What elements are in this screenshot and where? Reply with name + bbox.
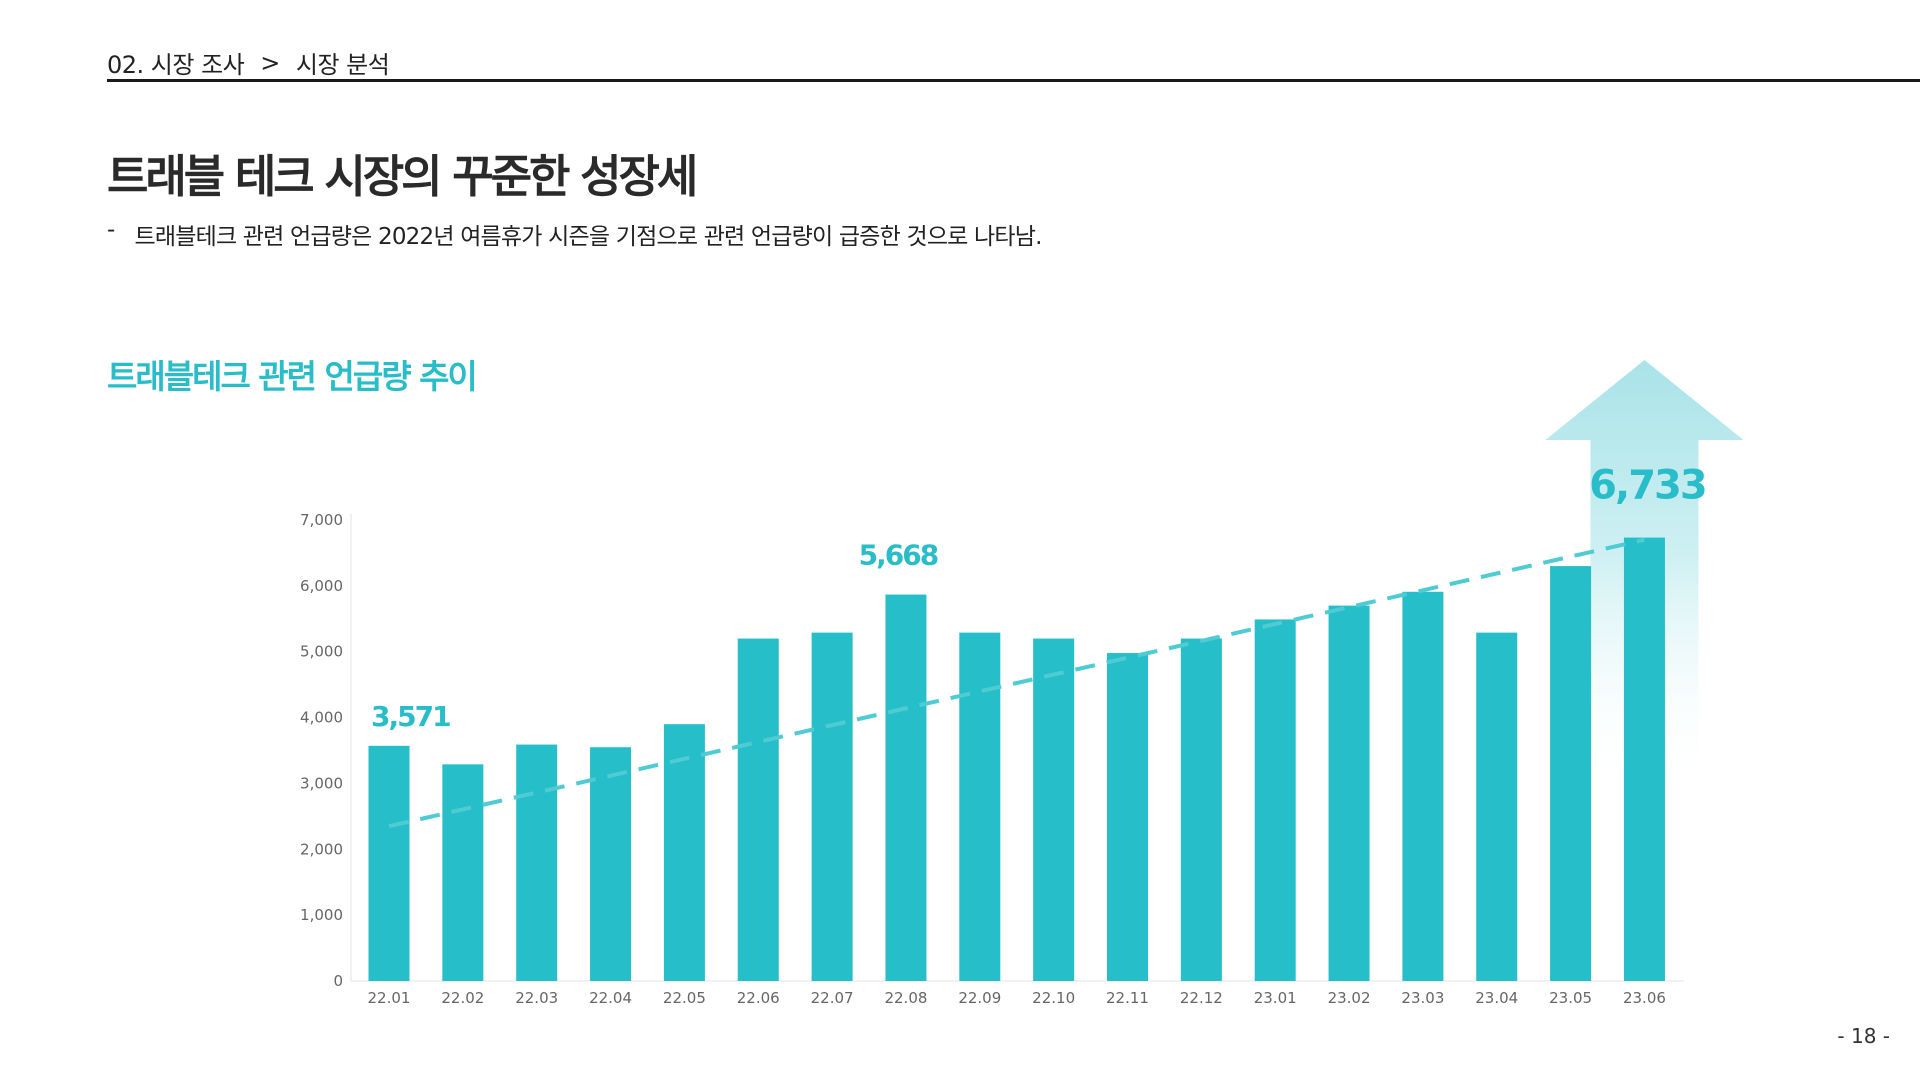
x-tick-label: 22.09	[958, 989, 1001, 1007]
data-label: 6,733	[1589, 463, 1706, 509]
breadcrumb: 02. 시장 조사 > 시장 분석	[107, 45, 390, 80]
bar	[737, 638, 779, 981]
breadcrumb-page: 시장 분석	[295, 51, 390, 79]
header-divider	[107, 79, 1920, 82]
x-tick-label: 22.08	[884, 989, 927, 1007]
subtitle-bullet: -	[107, 217, 115, 243]
x-tick-label: 22.01	[368, 989, 411, 1007]
x-tick-label: 23.02	[1328, 989, 1371, 1007]
bar	[1550, 566, 1592, 981]
x-tick-label: 22.06	[737, 989, 780, 1007]
x-tick-label: 22.12	[1180, 989, 1223, 1007]
x-tick-label: 23.04	[1475, 989, 1518, 1007]
x-tick-label: 22.04	[589, 989, 632, 1007]
x-tick-label: 23.05	[1549, 989, 1592, 1007]
x-tick-label: 22.03	[515, 989, 558, 1007]
bar	[1107, 653, 1148, 981]
bar	[516, 744, 558, 981]
subtitle-text: 트래블테크 관련 언급량은 2022년 여름휴가 시즌을 기점으로 관련 언급량…	[134, 224, 1043, 250]
bar	[1254, 619, 1296, 981]
data-label: 3,571	[371, 700, 450, 733]
y-tick-label: 5,000	[300, 643, 343, 661]
x-tick-label: 22.07	[811, 989, 854, 1007]
bar	[1402, 591, 1444, 981]
bar	[1623, 537, 1665, 981]
y-tick-label: 0	[333, 972, 343, 990]
bar	[811, 632, 853, 981]
bar	[1033, 638, 1075, 981]
y-tick-label: 4,000	[300, 709, 343, 727]
bar	[1476, 632, 1518, 981]
data-label: 5,668	[859, 539, 938, 572]
y-tick-label: 3,000	[300, 774, 343, 792]
page-title: 트래블 테크 시장의 꾸준한 성장세	[107, 150, 698, 203]
x-tick-label: 23.03	[1401, 989, 1444, 1007]
y-tick-label: 1,000	[300, 906, 343, 924]
breadcrumb-section: 02. 시장 조사	[107, 51, 245, 79]
bar	[1180, 638, 1222, 981]
chart-section-title: 트래블테크 관련 언급량 추이	[107, 357, 478, 396]
bar	[885, 594, 927, 981]
x-tick-label: 22.11	[1106, 989, 1149, 1007]
trend-line	[388, 537, 1645, 829]
page-number: - 18 -	[1837, 1024, 1890, 1048]
y-tick-label: 7,000	[300, 511, 343, 529]
bar	[368, 745, 410, 981]
x-tick-label: 22.02	[441, 989, 484, 1007]
page-subtitle: - 트래블테크 관련 언급량은 2022년 여름휴가 시즌을 기점으로 관련 언…	[107, 217, 1042, 251]
bar	[663, 724, 705, 981]
bar	[590, 747, 632, 981]
y-tick-label: 6,000	[300, 577, 343, 595]
x-tick-label: 22.05	[663, 989, 706, 1007]
x-tick-label: 23.01	[1254, 989, 1297, 1007]
x-tick-label: 23.06	[1623, 989, 1666, 1007]
bar	[442, 764, 484, 981]
breadcrumb-separator: >	[260, 48, 280, 77]
bar	[1328, 605, 1370, 981]
bar	[959, 632, 1001, 981]
y-tick-label: 2,000	[300, 840, 343, 858]
x-tick-label: 22.10	[1032, 989, 1075, 1007]
